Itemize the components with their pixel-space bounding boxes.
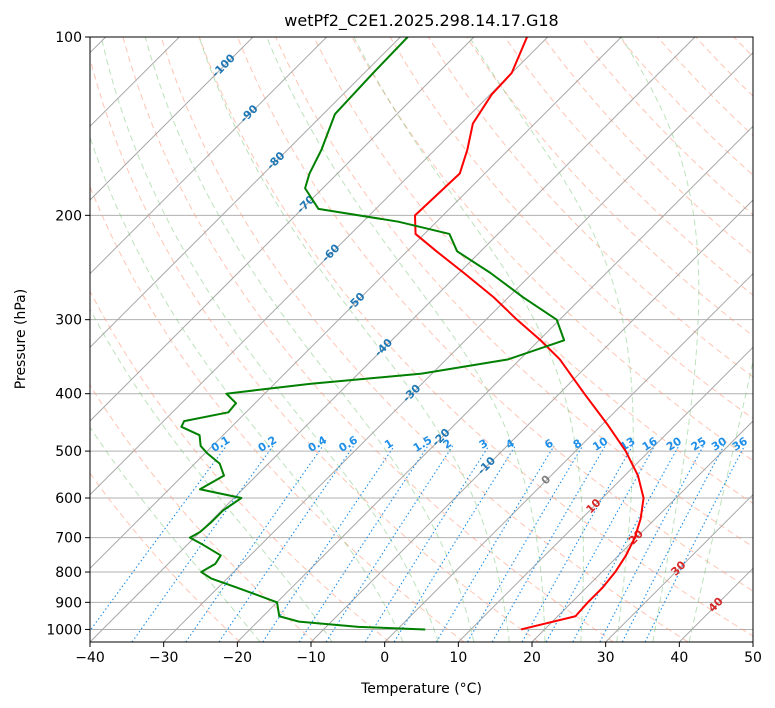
- isotherm: [531, 420, 753, 642]
- isotherm: [90, 37, 622, 570]
- mixing-ratio-line: [435, 445, 555, 642]
- mixing-ratio-line: [131, 445, 274, 642]
- moist-adiabat: [353, 37, 584, 642]
- y-tick-label: 100: [55, 30, 82, 46]
- dewpoint-profile-line: [180, 37, 566, 631]
- isotherm: [236, 125, 753, 642]
- moist-adiabat: [144, 37, 475, 642]
- y-tick-label: 200: [55, 208, 82, 224]
- y-tick-label: 600: [55, 491, 82, 507]
- dry-adiabat: [160, 37, 689, 642]
- chart-title: wetPf2_C2E1.2025.298.14.17.G18: [284, 11, 558, 31]
- mixing-ratio-line: [621, 445, 725, 642]
- mixing-ratio-line: [393, 445, 516, 642]
- isotherm: [310, 199, 753, 642]
- mixing-ratio-line: [298, 445, 429, 642]
- isotherm: [90, 37, 696, 642]
- mixing-ratio-line: [599, 445, 704, 642]
- y-tick-label: 500: [55, 444, 82, 460]
- isotherm: [90, 37, 401, 349]
- moist-adiabat: [688, 358, 753, 642]
- isotherm: [605, 493, 753, 642]
- x-tick-label: −10: [296, 650, 326, 666]
- mixing-ratio-line: [644, 445, 746, 642]
- x-tick-label: −30: [149, 650, 179, 666]
- y-tick-label: 900: [55, 595, 82, 611]
- dry-adiabat: [695, 37, 753, 97]
- moist-adiabat: [90, 426, 261, 642]
- dry-adiabat: [122, 37, 614, 642]
- dry-adiabat: [504, 37, 753, 296]
- mixing-ratio-line: [185, 445, 324, 642]
- mixing-ratio-label: 1: [382, 437, 395, 452]
- isotherm: [90, 37, 475, 422]
- moist-adiabat: [90, 135, 404, 642]
- moist-adiabat: [266, 37, 546, 642]
- dry-adiabat: [389, 37, 753, 420]
- mixing-ratio-label: 0.1: [209, 433, 232, 454]
- dry-adiabat: [351, 37, 753, 462]
- mixing-ratio-line: [521, 445, 633, 642]
- dry-adiabat: [313, 37, 753, 505]
- moist-adiabat: [469, 37, 634, 642]
- isotherm: [384, 272, 753, 642]
- dry-adiabat: [90, 472, 241, 642]
- dry-adiabat: [733, 37, 753, 58]
- moist-adiabat: [198, 37, 510, 642]
- mixing-ratio-label: 0.2: [256, 433, 279, 454]
- mixing-ratio-label: 3: [477, 437, 490, 452]
- y-tick-label: 1000: [46, 622, 82, 638]
- dry-adiabat: [90, 185, 465, 642]
- mixing-ratio-line: [262, 445, 395, 642]
- dry-adiabat: [90, 56, 540, 642]
- isotherm: [752, 641, 753, 642]
- temperature-profile-line: [414, 37, 645, 631]
- mixing-ratio-line: [364, 445, 490, 642]
- moist-adiabat: [90, 308, 333, 642]
- mixing-ratio-line: [545, 445, 656, 642]
- mixing-ratio-line: [218, 445, 355, 642]
- x-tick-label: 10: [449, 650, 467, 666]
- isotherm: [90, 37, 549, 496]
- mixing-ratio-line: [325, 445, 454, 642]
- x-tick-label: 40: [670, 650, 688, 666]
- x-axis-label: Temperature (°C): [360, 681, 482, 697]
- y-tick-label: 400: [55, 387, 82, 403]
- dry-adiabat: [657, 37, 753, 137]
- x-tick-label: −40: [75, 650, 105, 666]
- mixing-ratio-label: 4: [503, 436, 517, 451]
- mixing-ratio-line: [467, 445, 584, 642]
- dry-adiabat: [90, 290, 390, 642]
- y-tick-label: 300: [55, 313, 82, 329]
- y-tick-label: 800: [55, 565, 82, 581]
- dry-adiabat: [466, 37, 753, 337]
- x-tick-label: 30: [597, 650, 615, 666]
- isotherm: [90, 37, 328, 275]
- isotherm: [678, 567, 753, 642]
- dry-adiabat: [275, 37, 753, 548]
- y-axis-label: Pressure (hPa): [13, 289, 29, 389]
- mixing-ratio-label: 1.5: [411, 433, 434, 454]
- dry-adiabat: [237, 37, 753, 592]
- x-tick-label: 20: [523, 650, 541, 666]
- plot-frame: [89, 36, 754, 643]
- dry-adiabat: [542, 37, 753, 256]
- dry-adiabat: [427, 37, 753, 378]
- isotherm: [163, 51, 753, 642]
- y-tick-label: 700: [55, 531, 82, 547]
- isotherm: [90, 37, 254, 201]
- moist-adiabat: [100, 37, 439, 642]
- moist-adiabat: [620, 37, 700, 642]
- dry-adiabat: [90, 384, 315, 642]
- x-tick-label: 50: [744, 650, 762, 666]
- x-tick-label: 0: [380, 650, 389, 666]
- x-tick-label: −20: [223, 650, 253, 666]
- mixing-ratio-line: [572, 445, 680, 642]
- isotherm: [457, 346, 753, 642]
- mixing-ratio-label: 6: [542, 436, 556, 451]
